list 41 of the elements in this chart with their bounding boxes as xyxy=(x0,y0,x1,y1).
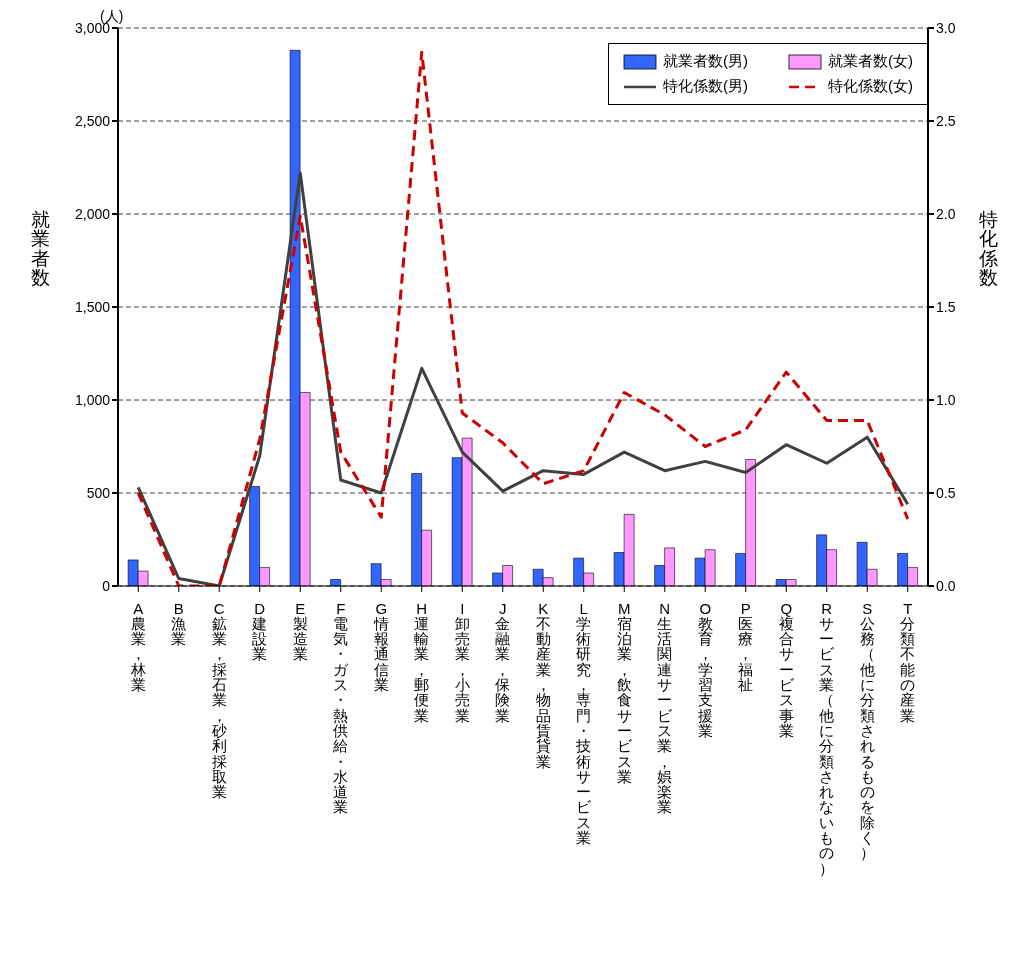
y2-tick-label: 1.5 xyxy=(936,298,956,315)
x-tick-label: B漁業 xyxy=(171,599,187,648)
x-tick-label: E製造業 xyxy=(292,599,308,663)
category-label: S公務（他に分類されるものを除く） xyxy=(859,599,875,862)
x-tick-label: J金融業，保険業 xyxy=(495,599,511,724)
category-label: N生活関連サービス業，娯楽業 xyxy=(657,599,673,816)
category-label: C鉱業，採石業，砂利採取業 xyxy=(211,599,227,801)
y2-tick-label: 1.0 xyxy=(936,391,956,408)
y-tick-label: 1,500 xyxy=(74,298,111,315)
y2-tick-label: 2.0 xyxy=(936,205,956,222)
y2-axis-title: 特化係数 xyxy=(977,209,998,289)
x-tick-label: G情報通信業 xyxy=(372,599,389,693)
y-axis-title: 就業者数 xyxy=(30,209,50,289)
category-label: M宿泊業，飲食サービス業 xyxy=(616,599,632,785)
x-tick-label: H運輸業，郵便業 xyxy=(414,599,430,724)
y2-tick-label: 3.0 xyxy=(936,19,956,36)
legend-label: 特化係数(男) xyxy=(663,77,748,96)
y2-tick-label: 2.5 xyxy=(936,112,956,129)
category-label: Q複合サービス事業 xyxy=(778,599,794,739)
x-tick-label: T分類不能の産業 xyxy=(900,599,916,724)
y-tick-label: 500 xyxy=(86,484,111,501)
y-tick-label: 1,000 xyxy=(74,391,111,408)
y-tick-label: 2,500 xyxy=(74,112,111,129)
category-label: O教育，学習支援業 xyxy=(697,599,713,739)
legend-label: 特化係数(女) xyxy=(828,77,913,96)
y-tick-label: 2,000 xyxy=(74,205,111,222)
x-tick-label: A農業，林業 xyxy=(129,599,146,693)
line-series xyxy=(136,50,910,586)
x-tick-label: D建設業 xyxy=(251,599,268,663)
y2-tick-label: 0.0 xyxy=(936,577,956,594)
category-label: F電気・ガス・熱供給・水道業 xyxy=(333,599,349,816)
legend-label: 就業者数(女) xyxy=(828,52,913,71)
y-tick-label: 0 xyxy=(102,577,111,594)
category-label: L学術研究，専門・技術サービス業 xyxy=(576,599,592,846)
x-tick-label: P医療，福祉 xyxy=(738,599,754,693)
y2-tick-label: 0.5 xyxy=(936,484,956,501)
legend-label: 就業者数(男) xyxy=(663,52,748,71)
text: (人) xyxy=(100,8,124,24)
category-label: Rサービス業（他に分類されないもの） xyxy=(819,599,835,877)
category-label: K不動産業，物品賃貸業 xyxy=(535,599,551,770)
x-tick-label: I卸売業，小売業 xyxy=(454,599,470,724)
